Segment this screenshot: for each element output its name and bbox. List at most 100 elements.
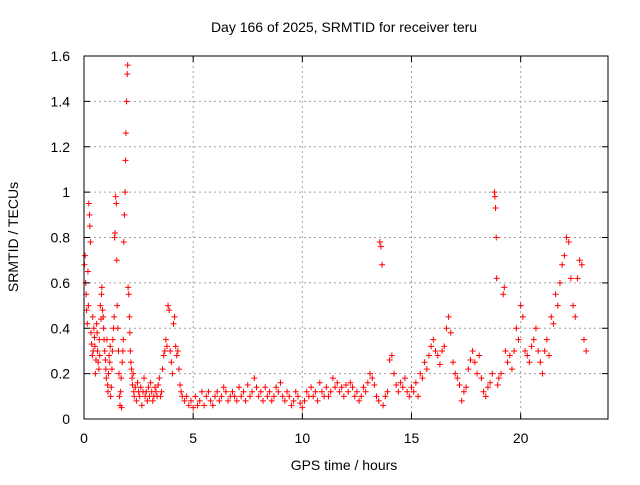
tick-layer: 0 5 10 15 20 0 0.2 0.4 0.6 0.8 1 1.2 1.4 1.6 xyxy=(51,48,608,446)
data-point xyxy=(432,347,439,354)
data-point xyxy=(156,375,163,382)
data-point xyxy=(421,359,428,366)
data-point xyxy=(113,257,120,264)
data-point xyxy=(343,381,349,388)
data-point xyxy=(583,347,590,354)
data-point xyxy=(399,384,406,391)
data-point xyxy=(452,370,459,377)
data-point xyxy=(171,313,178,320)
data-point xyxy=(97,302,104,309)
data-point xyxy=(194,402,201,409)
data-point xyxy=(119,347,126,354)
data-point xyxy=(170,320,177,327)
data-point xyxy=(134,379,141,386)
data-point xyxy=(312,388,319,395)
data-point xyxy=(266,388,273,395)
data-point xyxy=(384,388,391,395)
data-point xyxy=(526,359,533,366)
data-point xyxy=(225,397,232,404)
data-point xyxy=(513,325,520,332)
data-point xyxy=(270,393,277,400)
data-point xyxy=(415,393,422,400)
data-point xyxy=(122,189,129,196)
data-point xyxy=(412,379,419,386)
data-point xyxy=(570,302,577,309)
data-point xyxy=(576,257,583,264)
data-point xyxy=(323,384,330,391)
data-point xyxy=(362,388,369,395)
data-point xyxy=(404,388,411,395)
data-point xyxy=(89,313,96,320)
data-point xyxy=(155,381,162,388)
data-point xyxy=(294,393,301,400)
data-point xyxy=(82,252,89,259)
data-point xyxy=(548,313,555,320)
data-point xyxy=(251,375,258,382)
data-point xyxy=(93,320,100,327)
data-point xyxy=(174,347,181,354)
data-point xyxy=(106,352,113,359)
data-point xyxy=(99,307,106,314)
data-point xyxy=(508,366,515,373)
data-point xyxy=(334,379,341,386)
data-point xyxy=(207,397,214,404)
data-point xyxy=(498,370,505,377)
data-point xyxy=(119,359,126,366)
data-point xyxy=(345,388,352,395)
data-point xyxy=(493,234,500,241)
data-point xyxy=(364,379,371,386)
data-point xyxy=(471,359,478,366)
data-point xyxy=(377,243,384,250)
data-point xyxy=(106,359,113,366)
data-point xyxy=(567,275,574,282)
data-point xyxy=(284,388,291,395)
data-point xyxy=(500,291,507,298)
data-point xyxy=(108,384,115,391)
data-point xyxy=(178,388,185,395)
data-point xyxy=(166,307,173,314)
data-point xyxy=(487,379,494,386)
data-point xyxy=(484,384,491,391)
data-point xyxy=(541,347,548,354)
data-point xyxy=(127,359,134,366)
data-point xyxy=(528,343,535,350)
data-point xyxy=(163,343,170,350)
data-point xyxy=(430,336,437,343)
chart-title: Day 166 of 2025, SRMTID for receiver ter… xyxy=(211,19,477,35)
data-point xyxy=(501,284,508,291)
data-point xyxy=(151,384,158,391)
data-point xyxy=(572,313,579,320)
data-point xyxy=(410,388,417,395)
data-point xyxy=(489,370,496,377)
y-tick-label: 1.4 xyxy=(51,93,71,109)
data-point xyxy=(401,375,408,382)
data-point xyxy=(340,393,347,400)
data-point xyxy=(408,384,415,391)
data-point xyxy=(580,336,587,343)
data-point xyxy=(144,397,151,404)
data-point xyxy=(275,388,282,395)
data-point xyxy=(292,388,299,395)
x-axis-label: GPS time / hours xyxy=(291,457,398,473)
data-point xyxy=(425,352,432,359)
data-point xyxy=(532,325,539,332)
data-point xyxy=(474,370,480,377)
data-points-layer xyxy=(81,62,590,411)
data-point xyxy=(102,366,109,373)
data-point xyxy=(535,347,542,354)
data-point xyxy=(122,157,129,164)
data-point xyxy=(233,397,240,404)
y-tick-label: 0.2 xyxy=(51,366,71,382)
data-point xyxy=(157,393,164,400)
data-point xyxy=(515,336,522,343)
data-point xyxy=(84,320,91,327)
data-point xyxy=(375,397,382,404)
data-point xyxy=(100,313,107,320)
data-point xyxy=(89,352,96,359)
data-point xyxy=(423,366,430,373)
data-point xyxy=(214,388,221,395)
data-point xyxy=(367,370,374,377)
y-tick-label: 0 xyxy=(62,411,70,427)
data-point xyxy=(105,370,112,377)
